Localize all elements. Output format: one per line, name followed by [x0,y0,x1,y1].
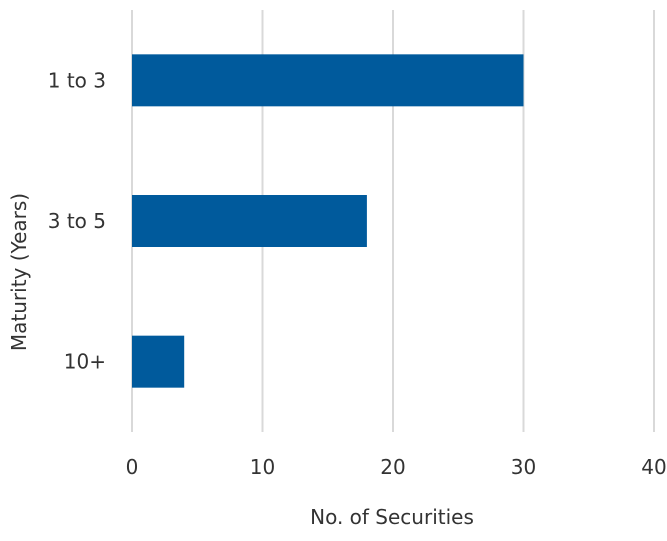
y-category-label: 1 to 3 [48,68,106,92]
x-axis-tick-labels: 0 10 20 30 40 [126,455,667,479]
y-axis-title: Maturity (Years) [7,193,31,351]
x-tick-label: 10 [250,455,275,479]
y-category-label: 10+ [64,350,106,374]
x-tick-label: 30 [511,455,536,479]
y-category-label: 3 to 5 [48,209,106,233]
bar-3-to-5 [132,195,367,247]
x-tick-label: 20 [380,455,405,479]
bar-10 [132,335,185,388]
x-tick-label: 40 [641,455,666,479]
bar-1-to-3 [132,54,524,107]
x-tick-label: 0 [126,455,139,479]
bars [132,54,524,388]
y-axis-tick-labels: 1 to 3 3 to 5 10+ [48,68,106,373]
x-axis-title: No. of Securities [310,505,474,529]
